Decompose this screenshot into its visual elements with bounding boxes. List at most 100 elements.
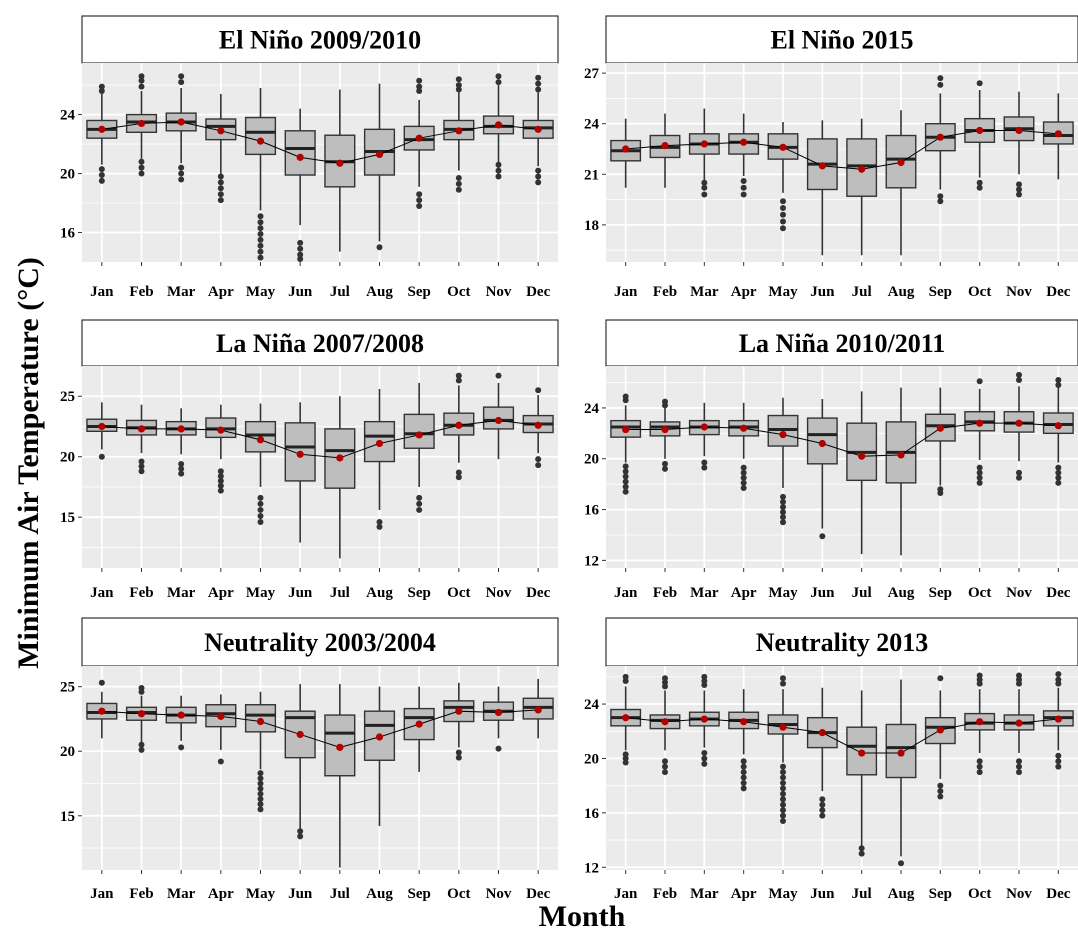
outlier-point bbox=[257, 213, 264, 220]
x-axis-title: Month bbox=[539, 900, 626, 933]
outlier-point bbox=[976, 469, 983, 476]
outlier-point bbox=[495, 79, 502, 86]
outlier-point bbox=[662, 769, 668, 776]
x-tick-label: May bbox=[768, 284, 798, 300]
box-sep bbox=[924, 75, 956, 205]
outlier-point bbox=[740, 785, 747, 792]
outlier-point bbox=[297, 251, 304, 258]
outlier-point bbox=[257, 254, 264, 261]
mean-point bbox=[375, 733, 384, 741]
outlier-point bbox=[138, 458, 145, 465]
mean-point bbox=[700, 140, 708, 148]
mean-point bbox=[455, 421, 463, 429]
outlier-point bbox=[178, 460, 185, 467]
outlier-point bbox=[780, 774, 786, 781]
outlier-point bbox=[780, 796, 786, 803]
mean-point bbox=[98, 422, 106, 431]
x-tick-label: Feb bbox=[653, 886, 677, 902]
mean-point bbox=[622, 425, 630, 434]
x-tick-label: Nov bbox=[486, 284, 512, 300]
outlier-point bbox=[257, 780, 264, 787]
outlier-point bbox=[662, 465, 668, 472]
outlier-point bbox=[740, 474, 747, 481]
y-tick-label: 16 bbox=[60, 226, 76, 242]
panel-background bbox=[606, 666, 1078, 870]
mean-point bbox=[740, 424, 748, 432]
x-tick-label: Aug bbox=[366, 585, 393, 601]
outlier-point bbox=[780, 680, 786, 687]
box-mar bbox=[688, 673, 720, 767]
mean-point bbox=[494, 121, 503, 129]
outlier-point bbox=[1016, 181, 1022, 188]
outlier-point bbox=[858, 845, 865, 852]
outlier-point bbox=[1016, 191, 1022, 198]
mean-point bbox=[1015, 419, 1023, 427]
outlier-point bbox=[257, 248, 264, 255]
x-tick-label: Feb bbox=[129, 284, 153, 300]
outlier-point bbox=[257, 225, 264, 232]
outlier-point bbox=[740, 484, 747, 491]
mean-point bbox=[375, 150, 384, 158]
x-tick-label: Jun bbox=[288, 585, 313, 601]
outlier-point bbox=[217, 482, 224, 489]
outlier-point bbox=[455, 749, 462, 756]
outlier-point bbox=[937, 193, 944, 200]
outlier-point bbox=[495, 372, 502, 379]
x-tick-label: Mar bbox=[167, 284, 196, 300]
outlier-point bbox=[976, 479, 983, 486]
y-axis-title: Minimum Air Temperature (°C) bbox=[12, 257, 45, 669]
outlier-point bbox=[780, 218, 786, 225]
x-tick-label: Feb bbox=[653, 585, 677, 601]
outlier-point bbox=[780, 769, 786, 776]
outlier-point bbox=[178, 176, 185, 183]
outlier-point bbox=[138, 158, 145, 165]
outlier-point bbox=[535, 86, 542, 93]
x-tick-label: Jun bbox=[810, 284, 835, 300]
x-tick-label: Mar bbox=[167, 886, 196, 902]
mean-point bbox=[494, 708, 503, 717]
panel-background bbox=[82, 666, 558, 870]
outlier-point bbox=[622, 673, 629, 680]
outlier-point bbox=[138, 83, 145, 90]
outlier-point bbox=[217, 468, 224, 475]
outlier-point bbox=[1055, 671, 1062, 678]
outlier-point bbox=[416, 83, 423, 90]
outlier-point bbox=[138, 741, 145, 748]
x-tick-label: Apr bbox=[208, 585, 234, 601]
outlier-point bbox=[217, 173, 224, 180]
x-tick-label: Jun bbox=[810, 585, 835, 601]
outlier-point bbox=[622, 393, 629, 400]
outlier-point bbox=[740, 774, 747, 781]
x-tick-label: Jul bbox=[330, 886, 350, 902]
outlier-point bbox=[217, 758, 224, 765]
mean-point bbox=[700, 423, 708, 431]
outlier-point bbox=[740, 763, 747, 770]
outlier-point bbox=[937, 198, 944, 205]
mean-point bbox=[976, 718, 984, 726]
outlier-point bbox=[780, 812, 786, 819]
x-tick-label: Sep bbox=[929, 585, 952, 601]
mean-point bbox=[936, 726, 944, 734]
x-tick-label: Mar bbox=[690, 886, 719, 902]
outlier-point bbox=[297, 245, 304, 252]
outlier-point bbox=[178, 470, 185, 477]
x-tick-label: Oct bbox=[447, 886, 470, 902]
outlier-point bbox=[819, 533, 826, 540]
outlier-point bbox=[217, 477, 224, 484]
box-iqr bbox=[403, 413, 435, 449]
outlier-point bbox=[740, 769, 747, 776]
x-tick-label: Nov bbox=[486, 886, 512, 902]
outlier-point bbox=[780, 514, 786, 521]
outlier-point bbox=[780, 807, 786, 814]
y-tick-label: 15 bbox=[60, 510, 75, 526]
outlier-point bbox=[1016, 758, 1022, 765]
outlier-point bbox=[257, 519, 264, 526]
facet-panel: Neutrality 2013 12 16 20 24 Jan Feb Mar Apr May Ju… bbox=[584, 617, 1078, 902]
y-tick-label: 25 bbox=[60, 389, 75, 405]
outlier-point bbox=[257, 775, 264, 782]
y-tick-label: 24 bbox=[60, 108, 76, 124]
outlier-point bbox=[455, 372, 462, 379]
mean-point bbox=[256, 137, 265, 145]
mean-point bbox=[858, 165, 866, 173]
outlier-point bbox=[937, 75, 944, 82]
